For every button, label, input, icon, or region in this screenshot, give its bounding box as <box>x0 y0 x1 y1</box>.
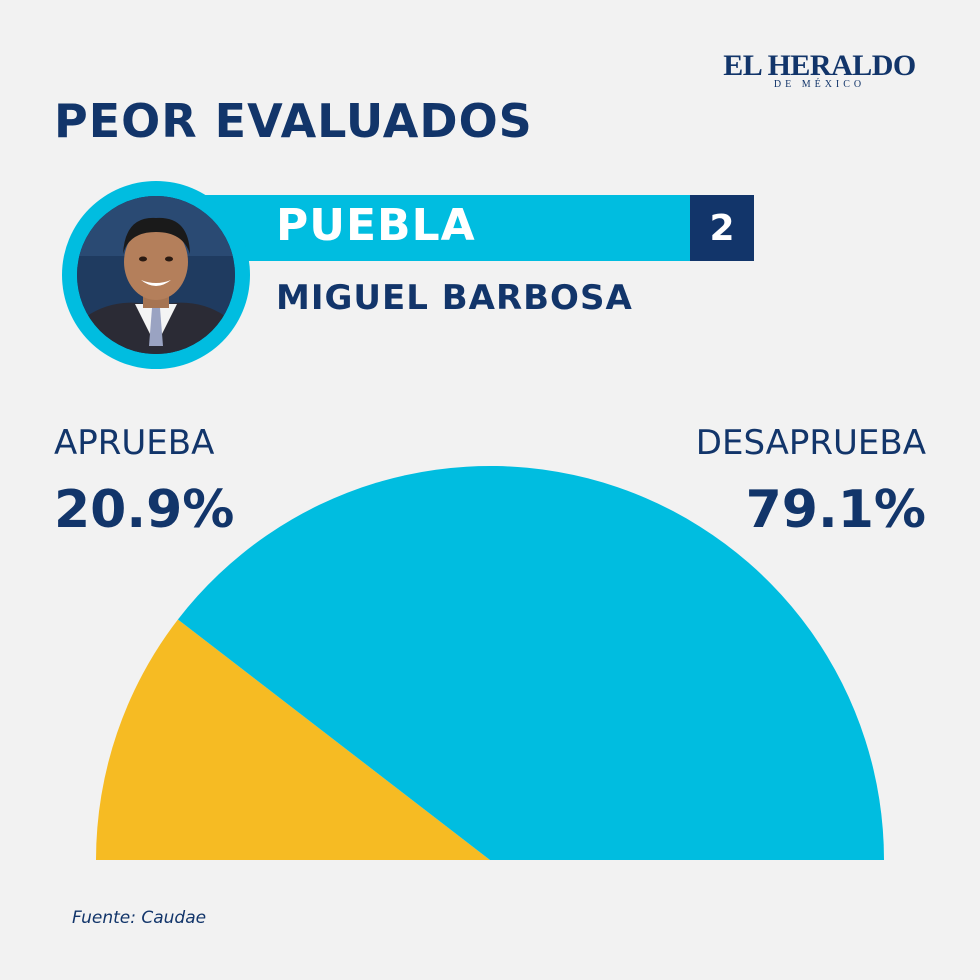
avatar <box>77 196 235 354</box>
disapprove-label: DESAPRUEBA <box>695 423 926 463</box>
person-name: MIGUEL BARBOSA <box>276 278 633 318</box>
page-title: PEOR EVALUADOS <box>54 94 533 148</box>
approve-value: 20.9% <box>54 480 235 540</box>
rank-number: 2 <box>709 207 735 249</box>
rank-badge: 2 <box>690 195 754 261</box>
state-name: PUEBLA <box>276 200 476 251</box>
slice-disapprove <box>177 466 884 860</box>
brand-logo: EL HERALDO DE MÉXICO <box>712 50 927 90</box>
state-banner <box>165 195 690 261</box>
slice-approve <box>96 619 490 860</box>
brand-name: EL HERALDO <box>723 49 916 82</box>
portrait-image <box>77 196 235 354</box>
approve-label: APRUEBA <box>54 423 215 463</box>
brand-subtitle: DE MÉXICO <box>773 79 866 90</box>
disapprove-value: 79.1% <box>745 480 926 540</box>
source-note: Fuente: Caudae <box>72 908 207 928</box>
